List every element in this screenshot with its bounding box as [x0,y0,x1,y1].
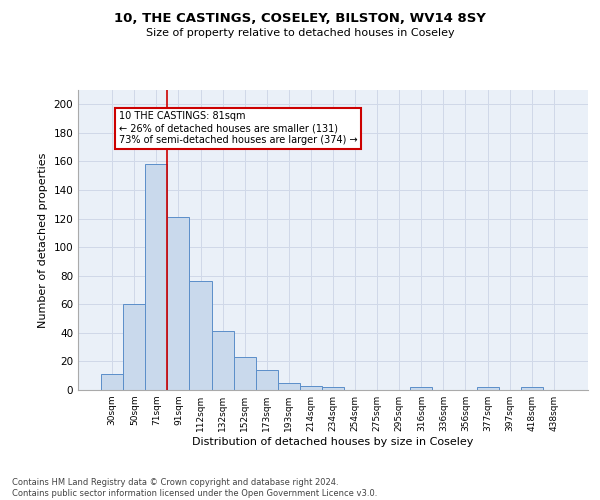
Bar [278,383,300,390]
Text: 10 THE CASTINGS: 81sqm
← 26% of detached houses are smaller (131)
73% of semi-de: 10 THE CASTINGS: 81sqm ← 26% of detached… [119,112,358,144]
Y-axis label: Number of detached properties: Number of detached properties [38,152,48,328]
Text: Contains HM Land Registry data © Crown copyright and database right 2024.
Contai: Contains HM Land Registry data © Crown c… [12,478,377,498]
Bar [167,217,190,390]
Bar [123,304,145,390]
Bar [476,387,499,390]
X-axis label: Distribution of detached houses by size in Coseley: Distribution of detached houses by size … [193,437,473,447]
Text: 10, THE CASTINGS, COSELEY, BILSTON, WV14 8SY: 10, THE CASTINGS, COSELEY, BILSTON, WV14… [114,12,486,26]
Bar [233,357,256,390]
Bar [101,374,123,390]
Text: Size of property relative to detached houses in Coseley: Size of property relative to detached ho… [146,28,454,38]
Bar [145,164,167,390]
Bar [410,387,433,390]
Bar [300,386,322,390]
Bar [521,387,543,390]
Bar [322,387,344,390]
Bar [256,370,278,390]
Bar [190,282,212,390]
Bar [212,332,233,390]
